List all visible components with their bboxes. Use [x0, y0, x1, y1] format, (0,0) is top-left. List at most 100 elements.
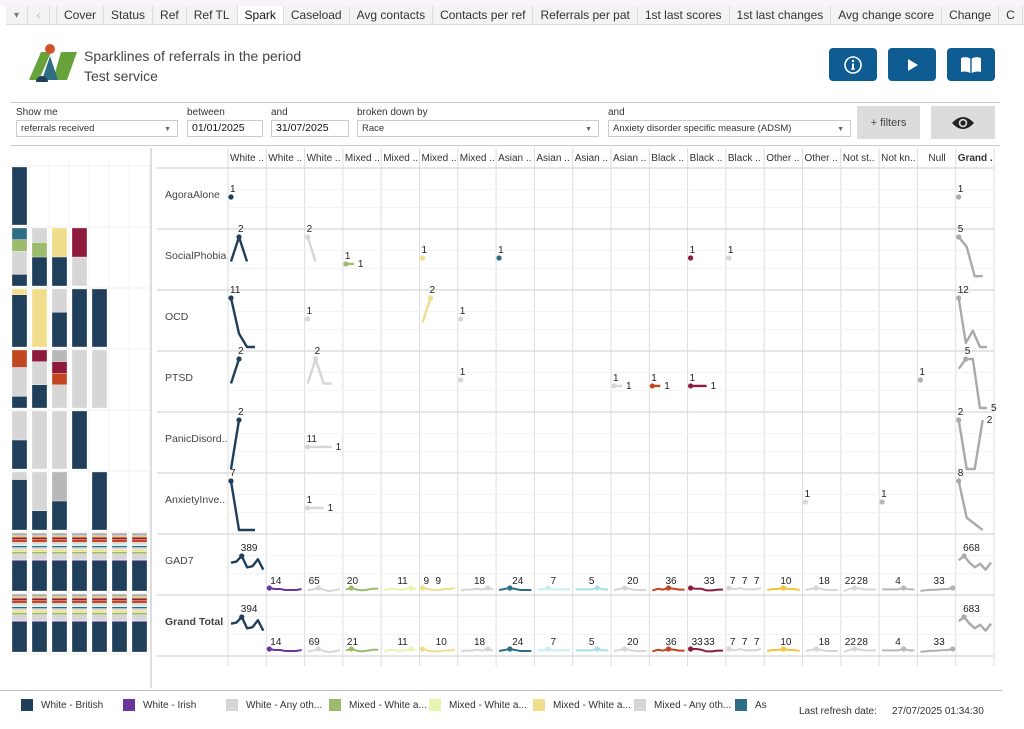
row-label[interactable]: PTSD — [165, 372, 194, 385]
stacked-bar-segment[interactable] — [11, 560, 28, 592]
stacked-bar-segment[interactable] — [131, 606, 148, 609]
stacked-bar-segment[interactable] — [11, 396, 28, 409]
stacked-bar-segment[interactable] — [11, 535, 28, 538]
stacked-bar-segment[interactable] — [11, 274, 28, 287]
stacked-bar-segment[interactable] — [71, 547, 88, 550]
stacked-bar-segment[interactable] — [51, 312, 68, 348]
sparkline-cell[interactable]: 11 — [611, 373, 632, 392]
stacked-bar-segment[interactable] — [131, 620, 148, 622]
stacked-bar-segment[interactable] — [131, 545, 148, 548]
stacked-bar-segment[interactable] — [51, 410, 68, 470]
show-me-dropdown[interactable]: referrals received ▼ — [16, 120, 178, 137]
stacked-bar-segment[interactable] — [11, 288, 28, 295]
stacked-bar-segment[interactable] — [51, 597, 68, 601]
stacked-bar-segment[interactable] — [131, 596, 148, 599]
tab-referrals-per-pat[interactable]: Referrals per pat — [533, 6, 638, 24]
stacked-bar-segment[interactable] — [51, 606, 68, 609]
sparkline-cell[interactable]: 4 — [882, 576, 915, 591]
stacked-bar-segment[interactable] — [131, 553, 148, 560]
play-button[interactable] — [888, 48, 936, 81]
guide-button[interactable] — [947, 48, 995, 81]
stacked-bar-segment[interactable] — [11, 479, 28, 531]
stacked-bar-segment[interactable] — [51, 542, 68, 545]
stacked-bar-segment[interactable] — [31, 288, 48, 348]
column-header[interactable]: Null — [928, 153, 946, 164]
row-label[interactable]: PanicDisord.. — [165, 433, 228, 446]
stacked-bar-segment[interactable] — [11, 239, 28, 252]
sparkline-cell[interactable]: 22 28 — [843, 576, 877, 592]
stacked-bar-segment[interactable] — [11, 545, 28, 548]
stacked-bar-segment[interactable] — [51, 551, 68, 555]
stacked-bar-segment[interactable] — [111, 539, 128, 543]
stacked-bar-segment[interactable] — [111, 621, 128, 653]
stacked-bar-segment[interactable] — [51, 614, 68, 621]
stacked-bar-segment[interactable] — [91, 600, 108, 604]
stacked-bar-segment[interactable] — [31, 471, 48, 512]
stacked-bar-segment[interactable] — [111, 545, 128, 548]
sparkline-cell[interactable]: 11 — [384, 637, 417, 652]
legend-item[interactable]: Mixed - White a... — [533, 699, 631, 711]
sparkline-cell[interactable]: 1 — [726, 245, 734, 261]
stacked-bar-segment[interactable] — [111, 600, 128, 604]
stacked-bar-segment[interactable] — [11, 251, 28, 275]
sparkline-cell[interactable]: 2 — [306, 346, 332, 385]
stacked-bar-segment[interactable] — [131, 532, 148, 537]
stacked-bar-segment[interactable] — [111, 543, 128, 546]
stacked-bar-segment[interactable] — [31, 604, 48, 607]
sparkline-cell[interactable]: 33 — [920, 576, 956, 592]
stacked-bar-segment[interactable] — [31, 610, 48, 613]
legend-item[interactable]: White - Irish — [123, 699, 196, 711]
tab-c[interactable]: C — [999, 6, 1023, 24]
stacked-bar-segment[interactable] — [31, 545, 48, 548]
stacked-bar-segment[interactable] — [91, 543, 108, 546]
tab-ref-tl[interactable]: Ref TL — [187, 6, 238, 24]
stacked-bar-segment[interactable] — [111, 620, 128, 622]
stacked-bar-segment[interactable] — [131, 593, 148, 598]
stacked-bar-segment[interactable] — [111, 532, 128, 537]
sparkline-cell[interactable]: 22 28 — [843, 637, 877, 653]
legend-item[interactable]: Mixed - White a... — [329, 699, 427, 711]
stacked-bar-segment[interactable] — [51, 603, 68, 606]
stacked-bar-segment[interactable] — [131, 560, 148, 592]
tab-status[interactable]: Status — [104, 6, 154, 24]
start-date-input[interactable]: 01/01/2025 — [187, 120, 263, 137]
stacked-bar-segment[interactable] — [31, 542, 48, 545]
stacked-bar-segment[interactable] — [131, 603, 148, 606]
sparkline-cell[interactable]: 12 — [956, 285, 987, 349]
stacked-bar-segment[interactable] — [111, 547, 128, 550]
stacked-bar-segment[interactable] — [51, 373, 68, 385]
stacked-bar-segment[interactable] — [51, 471, 68, 502]
sparkline-cell[interactable]: 8 — [956, 468, 984, 531]
column-header[interactable]: Mixed .. — [459, 153, 495, 164]
sparkline-cell[interactable]: 14 — [266, 637, 302, 652]
tab-1st-last-scores[interactable]: 1st last scores — [638, 6, 730, 24]
sparkline-cell[interactable]: 1 — [917, 367, 926, 383]
stacked-bar-segment[interactable] — [91, 593, 108, 598]
stacked-bar-segment[interactable] — [51, 536, 68, 540]
sparkline-cell[interactable]: 21 — [345, 637, 379, 653]
stacked-bar-segment[interactable] — [91, 547, 108, 550]
stacked-bar-segment[interactable] — [71, 620, 88, 622]
column-header[interactable]: Asian .. — [574, 153, 609, 164]
stacked-bar-segment[interactable] — [11, 536, 28, 540]
stacked-bar-segment[interactable] — [111, 536, 128, 540]
stacked-bar-segment[interactable] — [91, 612, 108, 616]
sparkline-cell[interactable]: 11 — [305, 495, 334, 514]
stacked-bar-segment[interactable] — [91, 560, 108, 592]
sparkline-cell[interactable]: 33 — [920, 637, 956, 653]
stacked-bar-segment[interactable] — [131, 547, 148, 550]
sparkline-cell[interactable]: 1 — [879, 489, 888, 505]
stacked-bar-segment[interactable] — [51, 288, 68, 313]
column-header[interactable]: Other .. — [804, 153, 838, 164]
stacked-bar-segment[interactable] — [51, 349, 68, 362]
stacked-bar-segment[interactable] — [131, 604, 148, 607]
sparkline-cell[interactable]: 33 33 — [688, 637, 723, 653]
stacked-bar-segment[interactable] — [11, 606, 28, 609]
column-header[interactable]: Not st.. — [842, 153, 875, 164]
column-header[interactable]: Asian .. — [536, 153, 570, 164]
sparkline-cell[interactable]: 2 — [305, 224, 317, 262]
stacked-bar-segment[interactable] — [71, 604, 88, 607]
stacked-bar-segment[interactable] — [51, 361, 68, 374]
stacked-bar-segment[interactable] — [51, 620, 68, 622]
